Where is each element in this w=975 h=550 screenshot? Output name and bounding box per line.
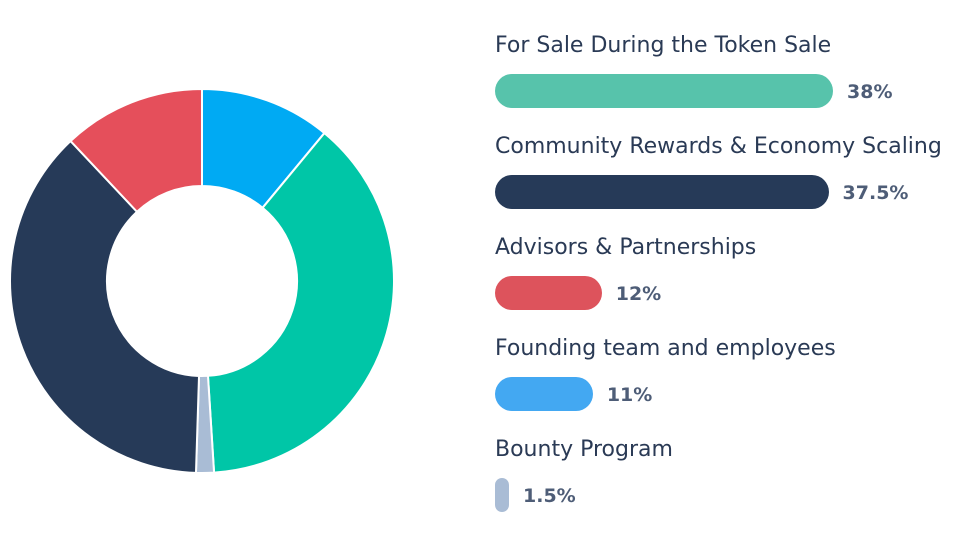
legend-bar-0 (495, 74, 833, 108)
legend-bar-1 (495, 175, 829, 209)
legend-value-1: 37.5% (842, 182, 909, 204)
slice-1 (9, 139, 201, 474)
legend-label-1: Community Rewards & Economy Scaling (495, 134, 942, 159)
legend-item-2: Advisors & Partnerships 12% (495, 234, 756, 312)
legend-value-4: 1.5% (523, 485, 576, 507)
legend-bar-4 (495, 478, 509, 512)
legend-label-4: Bounty Program (495, 437, 673, 462)
legend-bar-2 (495, 276, 602, 310)
legend-item-1: Community Rewards & Economy Scaling 37.5% (495, 133, 942, 211)
slice-0 (206, 131, 395, 474)
legend-label-0: For Sale During the Token Sale (495, 33, 832, 58)
legend-item-3: Founding team and employees 11% (495, 335, 836, 413)
slice-2 (69, 87, 203, 214)
legend-value-2: 12% (615, 283, 662, 305)
legend-value-3: 11% (606, 384, 653, 406)
legend-item-0: For Sale During the Token Sale 38% (495, 32, 892, 110)
legend-value-0: 38% (847, 81, 893, 103)
legend-label-2: Advisors & Partnerships (495, 235, 757, 260)
legend-label-3: Founding team and employees (495, 336, 836, 361)
legend-bar-3 (495, 377, 593, 411)
legend-item-4: Bounty Program 1.5% (495, 436, 673, 514)
